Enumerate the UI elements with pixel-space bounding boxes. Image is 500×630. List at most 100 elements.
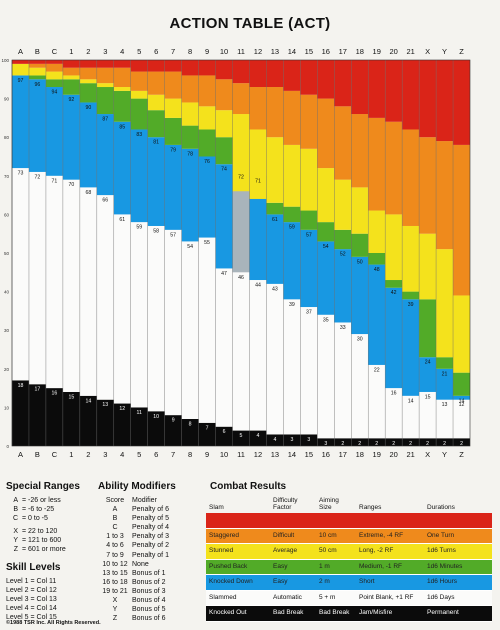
cell-green: [62, 79, 80, 95]
cell-green: [198, 129, 216, 157]
cell-label-black: 4: [257, 433, 260, 439]
cell-label-blue: 59: [289, 225, 295, 231]
combat-result-result: [206, 512, 270, 529]
cell-black: [198, 422, 216, 446]
cell-label-white: 66: [102, 198, 108, 204]
cell-red: [436, 60, 454, 142]
cell-red: [419, 60, 437, 138]
combat-result-result: Pushed Back: [206, 559, 270, 576]
cell-blue: [283, 222, 301, 300]
cell-black: [45, 388, 63, 446]
cell-label-white: 58: [153, 228, 159, 234]
column-header-top: 15: [305, 47, 313, 56]
cell-label-blue: 78: [187, 151, 193, 157]
cell-black: [130, 407, 148, 446]
cell-orange: [181, 75, 199, 103]
cell-label-black: 2: [341, 441, 344, 447]
cell-label-black: 2: [392, 441, 395, 447]
cell-red: [266, 60, 284, 88]
cell-yellow: [113, 87, 131, 91]
cell-red: [198, 60, 216, 76]
special-range-row: B = -6 to -25: [6, 505, 96, 514]
difficulty-header: Difficulty Factor: [273, 497, 298, 512]
cell-blue: [96, 114, 114, 196]
column-header-top: 21: [406, 47, 414, 56]
combat-result-durations: Permanent: [424, 605, 492, 622]
skill-level-row: Level 5 = Col 15: [6, 613, 57, 621]
column-header-bottom: 2: [86, 450, 90, 459]
column-header-bottom: 11: [237, 450, 245, 459]
cell-yellow: [147, 94, 165, 111]
cell-white: [79, 187, 97, 396]
cell-label-blue: 21: [442, 371, 448, 377]
cell-green: [385, 280, 403, 288]
column-header-top: 20: [389, 47, 397, 56]
special-ranges: Special Ranges A = -26 or less B = -6 to -2…: [6, 480, 96, 622]
cell-red: [164, 60, 182, 72]
cell-label-white: 15: [425, 394, 431, 400]
y-tick-label: 80: [4, 135, 10, 140]
ability-modifier-row: 7 to 9 Penalty of 1: [98, 551, 204, 560]
ability-score: Z: [112, 615, 118, 623]
cell-white: [334, 322, 352, 439]
cell-green: [419, 299, 437, 358]
cell-orange: [283, 90, 301, 145]
cell-label-white: 54: [187, 244, 193, 250]
cell-black: [164, 415, 182, 446]
special-range-value: = 601 or more: [22, 546, 66, 554]
cell-label-black: 2: [375, 441, 378, 447]
cell-white: [198, 237, 216, 423]
cell-red: [113, 60, 131, 68]
combat-result-row: Knocked Down Easy 2 m Short 1d6 Hours: [206, 574, 492, 591]
cell-black: [453, 438, 470, 446]
cell-green: [283, 206, 301, 223]
cell-yellow: [130, 90, 148, 99]
column-header-bottom: 7: [171, 450, 175, 459]
cell-blue: [45, 87, 63, 176]
cell-white: [215, 268, 233, 427]
combat-result-result: Knocked Down: [206, 574, 270, 591]
ability-modifier-row: 13 to 15 Bonus of 1: [98, 569, 204, 578]
cell-white: [300, 307, 318, 435]
cell-red: [12, 60, 29, 64]
cell-label-blue: 81: [153, 140, 159, 146]
cell-label-blue: 57: [306, 232, 312, 238]
cell-black: [385, 438, 403, 446]
cell-white: [283, 299, 301, 435]
cell-white: [385, 388, 403, 439]
column-header-bottom: 16: [322, 450, 330, 459]
combat-result-result: Stunned: [206, 543, 270, 560]
cell-green: [45, 79, 63, 88]
special-range-value: = -6 to -25: [22, 506, 55, 514]
cell-red: [28, 60, 46, 64]
cell-black: [79, 395, 97, 446]
cell-yellow: [402, 225, 420, 292]
y-tick-label: 10: [4, 405, 10, 410]
cell-orange: [368, 117, 386, 211]
cell-black: [28, 384, 46, 446]
cell-black: [419, 438, 437, 446]
ability-score: 7 to 9: [106, 551, 124, 559]
cell-label-black: 18: [18, 383, 24, 389]
column-header-top: 5: [137, 47, 141, 56]
column-header-top: 7: [171, 47, 175, 56]
cell-blue: [436, 368, 454, 400]
cell-yellow: [419, 233, 437, 300]
cell-red: [96, 60, 114, 68]
cell-yellow: [164, 98, 182, 118]
ability-modifier: Bonus of 6: [132, 615, 166, 623]
combat-result-difficulty: Easy: [270, 574, 316, 591]
cell-red: [249, 60, 267, 88]
cell-label-black: 12: [119, 406, 125, 412]
column-header-bottom: 9: [205, 450, 209, 459]
skill-level-row: Level 4 = Col 14: [6, 604, 57, 612]
combat-result-aiming: 50 cm: [316, 543, 356, 560]
cell-black: [232, 430, 250, 446]
column-header-bottom: 20: [389, 450, 397, 459]
combat-result-ranges: Long, -2 RF: [356, 543, 424, 560]
column-header-top: 4: [120, 47, 124, 56]
column-header-bottom: 1: [69, 450, 73, 459]
cell-blue: [28, 79, 46, 172]
ability-score: 16 to 18: [102, 578, 128, 586]
